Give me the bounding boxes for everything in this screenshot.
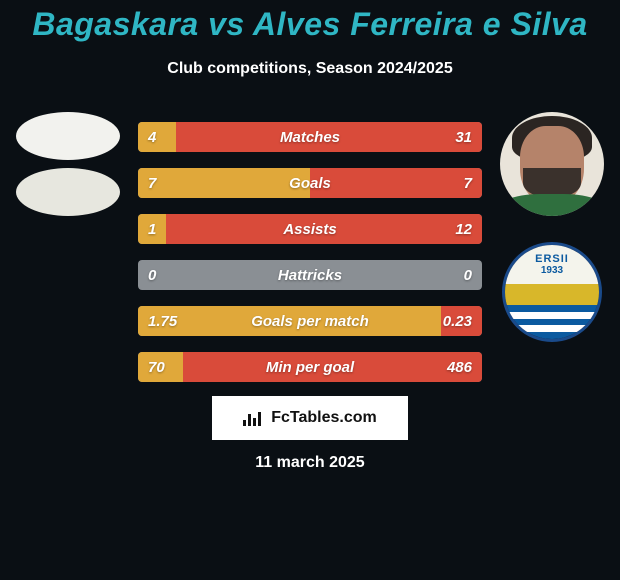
- player-right-column: ERSII 1933: [492, 112, 612, 342]
- stat-row: 00Hattricks: [138, 260, 482, 290]
- player-left-badge-1: [16, 112, 120, 160]
- stat-row: 1.750.23Goals per match: [138, 306, 482, 336]
- crest-wave-5: [505, 332, 599, 339]
- stat-row: 431Matches: [138, 122, 482, 152]
- comparison-card: Bagaskara vs Alves Ferreira e Silva Club…: [0, 0, 620, 580]
- chart-icon-bar: [253, 418, 256, 426]
- crest-wave-3: [505, 319, 599, 326]
- stat-label: Goals: [138, 168, 482, 198]
- crest-wave-1: [505, 305, 599, 312]
- stat-label: Min per goal: [138, 352, 482, 382]
- crest-waves: [505, 305, 599, 339]
- crest-wave-2: [505, 312, 599, 319]
- page-title: Bagaskara vs Alves Ferreira e Silva: [0, 6, 620, 43]
- stat-label: Goals per match: [138, 306, 482, 336]
- club-crest: ERSII 1933: [502, 242, 602, 342]
- chart-icon-bar: [258, 412, 261, 426]
- stat-row: 112Assists: [138, 214, 482, 244]
- player-left-badge-2: [16, 168, 120, 216]
- crest-mid: [505, 284, 599, 305]
- crest-text: ERSII: [535, 253, 569, 265]
- stat-row: 77Goals: [138, 168, 482, 198]
- avatar-shirt: [500, 194, 604, 216]
- chart-icon-bar: [243, 420, 246, 426]
- stat-row: 70486Min per goal: [138, 352, 482, 382]
- player-left-column: [8, 112, 128, 224]
- date-text: 11 march 2025: [0, 454, 620, 472]
- stat-label: Hattricks: [138, 260, 482, 290]
- brand-text: FcTables.com: [271, 409, 377, 427]
- crest-top: ERSII 1933: [505, 245, 599, 284]
- crest-wave-4: [505, 325, 599, 332]
- stat-label: Assists: [138, 214, 482, 244]
- crest-year: 1933: [541, 265, 563, 276]
- page-subtitle: Club competitions, Season 2024/2025: [0, 60, 620, 78]
- player-right-avatar: [500, 112, 604, 216]
- brand-box: FcTables.com: [212, 396, 408, 440]
- chart-icon: [243, 410, 265, 426]
- stat-label: Matches: [138, 122, 482, 152]
- stats-bars: 431Matches 77Goals 112Assists 00Hattricks 1.…: [138, 122, 482, 398]
- chart-icon-bar: [248, 414, 251, 426]
